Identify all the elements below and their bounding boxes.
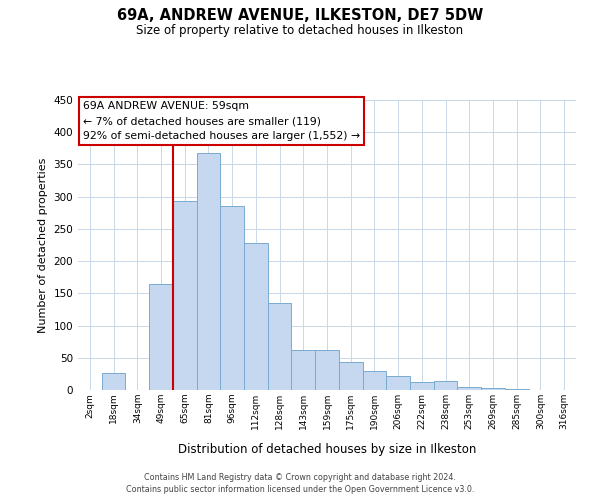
- Bar: [244, 243, 268, 390]
- Text: Distribution of detached houses by size in Ilkeston: Distribution of detached houses by size …: [178, 442, 476, 456]
- Bar: [149, 284, 173, 390]
- Bar: [220, 206, 244, 390]
- Bar: [410, 382, 434, 390]
- Bar: [268, 303, 292, 390]
- Bar: [457, 387, 481, 390]
- Text: Size of property relative to detached houses in Ilkeston: Size of property relative to detached ho…: [136, 24, 464, 37]
- Bar: [481, 388, 505, 390]
- Y-axis label: Number of detached properties: Number of detached properties: [38, 158, 48, 332]
- Bar: [386, 376, 410, 390]
- Bar: [362, 370, 386, 390]
- Text: 69A ANDREW AVENUE: 59sqm
← 7% of detached houses are smaller (119)
92% of semi-d: 69A ANDREW AVENUE: 59sqm ← 7% of detache…: [83, 102, 360, 141]
- Bar: [434, 381, 457, 390]
- Bar: [197, 154, 220, 390]
- Text: Contains public sector information licensed under the Open Government Licence v3: Contains public sector information licen…: [126, 485, 474, 494]
- Bar: [173, 201, 197, 390]
- Bar: [292, 350, 315, 390]
- Bar: [339, 362, 362, 390]
- Text: 69A, ANDREW AVENUE, ILKESTON, DE7 5DW: 69A, ANDREW AVENUE, ILKESTON, DE7 5DW: [117, 8, 483, 22]
- Bar: [315, 350, 339, 390]
- Bar: [102, 372, 125, 390]
- Text: Contains HM Land Registry data © Crown copyright and database right 2024.: Contains HM Land Registry data © Crown c…: [144, 472, 456, 482]
